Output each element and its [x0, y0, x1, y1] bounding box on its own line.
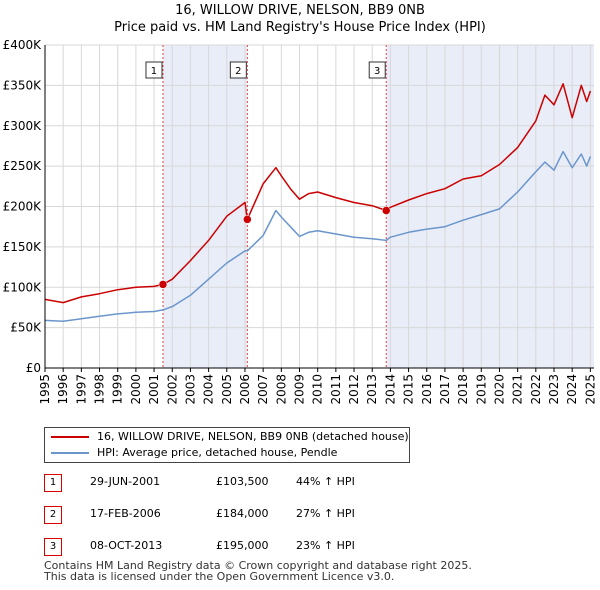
transaction-number: 1 — [44, 474, 62, 492]
footer-line2: This data is licensed under the Open Gov… — [44, 570, 395, 583]
x-tick-label: 2023 — [547, 374, 561, 405]
y-tick-label: £150K — [3, 240, 43, 254]
x-tick-label: 2008 — [274, 374, 288, 405]
x-tick-label: 2007 — [256, 374, 270, 405]
tick-labels: £0 £50K £100K £150K £200K £250K £300K £350K £400… — [3, 38, 598, 405]
transaction-label: 2 — [235, 66, 241, 77]
x-tick-label: 2024 — [565, 374, 579, 405]
footer-line1: Contains HM Land Registry data © Crown c… — [44, 559, 472, 572]
y-tick-label: £350K — [3, 78, 43, 92]
table-row: 1 29-JUN-2001 £103,500 44% ↑ HPI — [44, 474, 564, 492]
transaction-hpi: 44% ↑ HPI — [296, 475, 355, 488]
x-tick-label: 2014 — [383, 374, 397, 405]
x-tick-label: 2006 — [238, 374, 252, 405]
x-tick-label: 2013 — [365, 374, 379, 405]
x-tick-label: 2012 — [347, 374, 361, 405]
x-tick-label: 2015 — [402, 374, 416, 405]
transaction-date: 08-OCT-2013 — [90, 539, 163, 552]
y-tick-label: £400K — [3, 38, 43, 52]
legend-label-hpi: HPI: Average price, detached house, Pend… — [97, 446, 338, 459]
x-tick-label: 1999 — [111, 374, 125, 405]
x-tick-label: 2001 — [147, 374, 161, 405]
x-tick-label: 2005 — [220, 374, 234, 405]
table-row: 2 17-FEB-2006 £184,000 27% ↑ HPI — [44, 506, 564, 524]
transaction-label-box — [145, 61, 163, 79]
chart-title-line2: Price paid vs. HM Land Registry's House … — [114, 20, 486, 35]
x-tick-label: 2003 — [183, 374, 197, 405]
transaction-marker — [381, 206, 391, 215]
y-tick-label: £50K — [10, 321, 42, 335]
x-tick-label: 2022 — [529, 374, 543, 405]
hpi-line — [44, 150, 592, 322]
transaction-number: 3 — [44, 538, 62, 556]
transaction-label: 3 — [374, 66, 380, 77]
transaction-label-box — [368, 61, 386, 79]
legend: 16, WILLOW DRIVE, NELSON, BB9 0NB (detac… — [44, 427, 410, 463]
transaction-lines: 1 2 3 — [145, 45, 387, 368]
transaction-number: 2 — [44, 506, 62, 524]
transaction-label-box — [229, 61, 247, 79]
x-tick-label: 2017 — [438, 374, 452, 405]
transaction-marker — [243, 215, 252, 224]
x-tick-label: 1998 — [93, 374, 107, 405]
transaction-price: £195,000 — [216, 539, 269, 552]
transaction-price: £103,500 — [216, 475, 269, 488]
x-tick-label: 2025 — [583, 374, 597, 405]
transaction-date: 17-FEB-2006 — [90, 507, 161, 520]
x-tick-label: 2019 — [474, 374, 488, 405]
chart-title: 16, WILLOW DRIVE, NELSON, BB9 0NB Price … — [0, 2, 600, 36]
x-tick-label: 2018 — [456, 374, 470, 405]
x-tick-label: 2010 — [311, 374, 325, 405]
transaction-price: £184,000 — [216, 507, 269, 520]
x-tick-label: 2000 — [129, 374, 143, 405]
transaction-marker — [158, 280, 168, 289]
table-row: 3 08-OCT-2013 £195,000 23% ↑ HPI — [44, 538, 564, 556]
legend-swatch-hpi — [51, 452, 89, 454]
transaction-hpi: 27% ↑ HPI — [296, 507, 355, 520]
y-tick-label: £250K — [3, 159, 43, 173]
x-tick-label: 2016 — [420, 374, 434, 405]
transaction-markers — [158, 206, 391, 289]
chart-title-line1: 16, WILLOW DRIVE, NELSON, BB9 0NB — [175, 3, 425, 18]
x-tick-label: 2020 — [492, 374, 506, 405]
axes — [44, 45, 594, 372]
x-tick-label: 2002 — [165, 374, 179, 405]
x-tick-label: 2021 — [511, 374, 525, 405]
transaction-label: 1 — [151, 66, 157, 77]
legend-swatch-property — [51, 436, 89, 438]
x-tick-label: 1997 — [74, 374, 88, 405]
y-tick-label: £300K — [3, 119, 43, 133]
x-tick-label: 2011 — [329, 374, 343, 405]
x-tick-label: 2009 — [293, 374, 307, 405]
y-tick-label: £0 — [26, 361, 41, 375]
y-tick-label: £100K — [3, 280, 43, 294]
price-chart: 1 2 3 £0 £50K £100K £150K £200K £250K £300K £350K… — [3, 38, 598, 405]
legend-label-property: 16, WILLOW DRIVE, NELSON, BB9 0NB (detac… — [97, 430, 409, 443]
footer: Contains HM Land Registry data © Crown c… — [44, 560, 472, 582]
transaction-hpi: 23% ↑ HPI — [296, 539, 355, 552]
x-tick-label: 1996 — [56, 374, 70, 405]
x-tick-label: 1995 — [38, 374, 52, 405]
x-tick-label: 2004 — [202, 374, 216, 405]
y-tick-label: £200K — [3, 200, 43, 214]
transaction-date: 29-JUN-2001 — [90, 475, 161, 488]
